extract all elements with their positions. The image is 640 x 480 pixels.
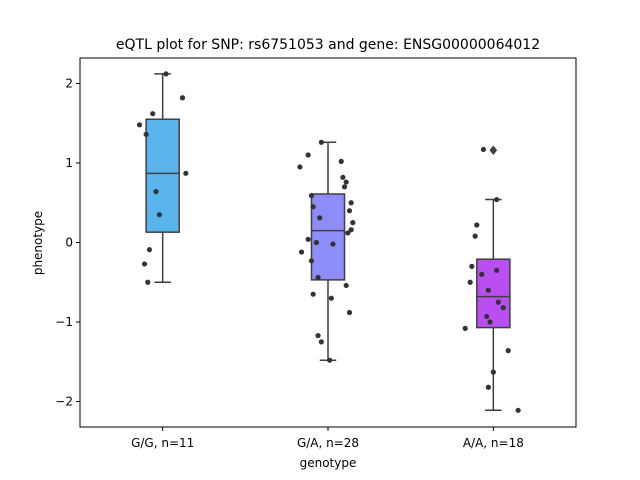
chart-title: eQTL plot for SNP: rs6751053 and gene: E… — [116, 37, 540, 53]
iqr-box — [310, 193, 346, 281]
data-point — [308, 192, 315, 199]
data-point — [348, 227, 354, 233]
data-point — [500, 305, 506, 311]
x-axis-label: genotype — [300, 456, 357, 470]
data-point — [484, 313, 490, 320]
data-point — [474, 222, 480, 228]
x-tick-label: G/G, n=11 — [131, 436, 194, 450]
data-point — [308, 258, 315, 264]
data-point — [315, 332, 321, 339]
data-point — [328, 295, 334, 301]
data-point — [310, 204, 316, 210]
y-tick-label: −2 — [55, 395, 73, 409]
data-point — [494, 196, 500, 203]
points-group-2 — [297, 139, 356, 363]
data-point — [317, 215, 323, 221]
data-point — [485, 384, 491, 390]
y-axis: −2 −1 0 1 2 — [55, 76, 80, 409]
data-point — [490, 369, 496, 375]
box-group-2 — [310, 141, 346, 361]
data-point — [183, 170, 189, 176]
data-point — [462, 325, 468, 331]
iqr-box — [476, 258, 511, 329]
data-point — [485, 287, 491, 293]
data-point — [315, 274, 321, 281]
data-point — [150, 111, 156, 117]
data-point — [318, 339, 324, 345]
data-point — [338, 158, 344, 164]
data-point — [305, 236, 311, 242]
iqr-box — [145, 118, 180, 233]
data-point — [327, 357, 333, 363]
data-point — [341, 184, 348, 190]
data-point — [346, 309, 353, 316]
data-point — [153, 189, 159, 195]
data-point — [163, 71, 169, 77]
data-point — [310, 291, 316, 297]
data-point — [318, 139, 324, 145]
data-point — [146, 247, 153, 253]
data-point — [156, 212, 162, 218]
data-point — [515, 407, 521, 413]
data-point — [298, 249, 305, 255]
y-tick-label: −1 — [55, 315, 73, 329]
data-point — [179, 95, 186, 101]
outlier-marker — [489, 145, 498, 156]
data-point — [472, 233, 478, 239]
data-point — [350, 220, 356, 226]
data-point — [469, 263, 475, 269]
data-point — [343, 179, 349, 185]
data-point — [487, 319, 493, 325]
y-axis-label: phenotype — [31, 211, 45, 275]
data-point — [480, 146, 487, 153]
data-point — [313, 239, 320, 246]
data-point — [343, 282, 349, 289]
data-point — [143, 131, 149, 137]
data-point — [348, 200, 354, 206]
box-group-3 — [476, 145, 511, 412]
data-point — [340, 174, 346, 180]
data-point — [136, 122, 143, 128]
data-point — [494, 267, 500, 273]
data-point — [145, 279, 151, 285]
data-point — [297, 164, 303, 170]
plot-area — [136, 71, 521, 413]
x-tick-label: A/A, n=18 — [463, 436, 524, 450]
data-point — [305, 152, 311, 158]
box-group-1 — [145, 73, 180, 284]
y-tick-label: 2 — [65, 76, 73, 90]
data-point — [330, 241, 336, 247]
data-point — [345, 230, 351, 236]
data-point — [467, 279, 473, 285]
points-group-3 — [462, 146, 521, 413]
x-tick-label: G/A, n=28 — [297, 436, 359, 450]
data-point — [346, 208, 353, 214]
x-axis: G/G, n=11 G/A, n=28 A/A, n=18 — [131, 427, 524, 450]
data-point — [141, 261, 148, 267]
data-point — [505, 348, 511, 354]
points-group-1 — [136, 71, 189, 285]
y-tick-label: 0 — [65, 236, 73, 250]
data-point — [495, 299, 501, 305]
y-tick-label: 1 — [65, 156, 73, 170]
data-point — [479, 271, 485, 277]
